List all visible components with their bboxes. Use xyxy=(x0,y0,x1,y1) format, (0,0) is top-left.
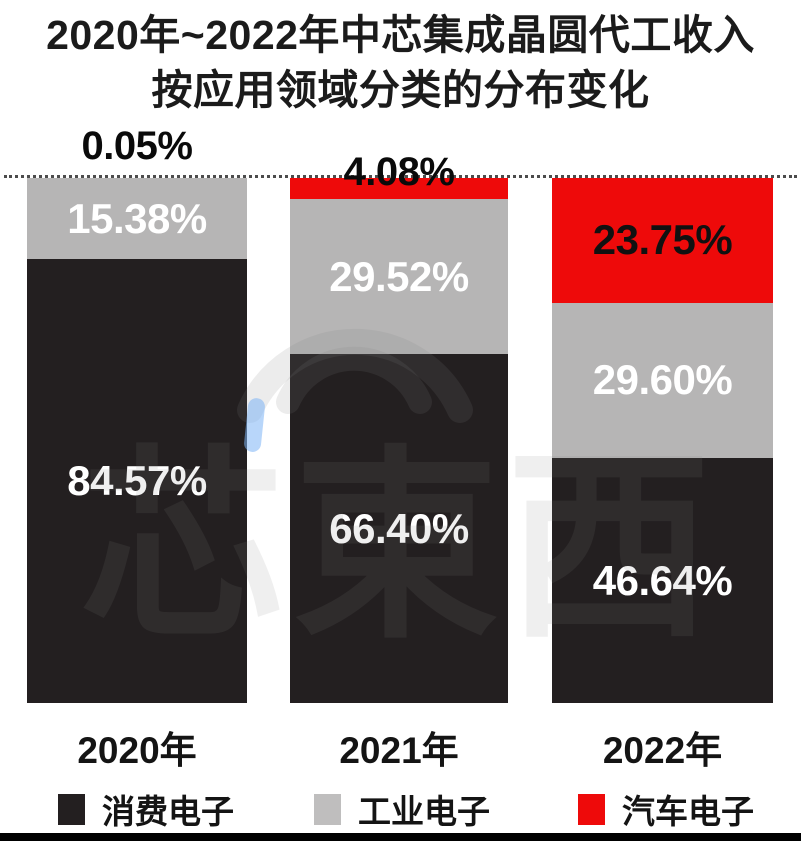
legend-swatch-industrial xyxy=(314,793,341,825)
segment-automotive-2021 xyxy=(290,178,508,200)
value-label-consumer-2021: 66.40% xyxy=(329,504,469,552)
legend-label-automotive: 汽车电子 xyxy=(622,793,754,830)
legend-item-automotive: 汽车电子 xyxy=(578,792,754,830)
value-label-consumer-2022: 46.64% xyxy=(592,556,733,604)
bottom-border xyxy=(0,833,801,841)
value-label-industrial-2022: 29.60% xyxy=(592,356,733,404)
legend-swatch-automotive xyxy=(578,793,605,825)
chart-title-line-2: 按应用领域分类的分布变化 xyxy=(151,67,650,113)
bars-area: 15.38% 84.57% 29.52% 66.40% 23.75% 29.60% 46.6… xyxy=(0,178,801,703)
x-label-2021: 2021年 xyxy=(339,730,459,771)
chart-title-line-1: 2020年~2022年中芯集成晶圆代工收入 xyxy=(46,12,755,58)
value-label-automotive-2021: 4.08% xyxy=(343,150,455,194)
legend: 消费电子 工业电子 汽车电子 xyxy=(0,792,801,830)
segment-automotive-2022: 23.75% xyxy=(552,178,773,303)
segment-industrial-2020: 15.38% xyxy=(27,178,247,260)
legend-label-consumer: 消费电子 xyxy=(102,793,234,830)
chart-title: 2020年~2022年中芯集成晶圆代工收入 按应用领域分类的分布变化 xyxy=(0,8,801,118)
legend-label-industrial: 工业电子 xyxy=(358,793,490,830)
value-label-automotive-2022: 23.75% xyxy=(592,216,733,264)
segment-consumer-2021: 66.40% xyxy=(290,354,508,703)
value-label-consumer-2020: 84.57% xyxy=(67,457,207,504)
value-label-industrial-2020: 15.38% xyxy=(67,194,207,242)
legend-item-industrial: 工业电子 xyxy=(314,792,490,830)
segment-consumer-2022: 46.64% xyxy=(552,458,773,703)
bar-column-2020: 15.38% 84.57% xyxy=(27,178,247,703)
value-label-industrial-2021: 29.52% xyxy=(329,252,469,300)
value-label-automotive-2020: 0.05% xyxy=(81,124,193,168)
gridline-100-percent xyxy=(4,175,797,178)
segment-consumer-2020: 84.57% xyxy=(27,259,247,703)
bar-column-2022: 23.75% 29.60% 46.64% xyxy=(552,178,773,703)
legend-item-consumer: 消费电子 xyxy=(58,792,234,830)
segment-industrial-2022: 29.60% xyxy=(552,302,773,459)
bar-column-2021: 29.52% 66.40% xyxy=(290,178,508,703)
x-axis-labels: 2020年 2021年 2022年 xyxy=(0,720,801,771)
x-label-2020: 2020年 xyxy=(77,730,197,771)
x-label-2022: 2022年 xyxy=(602,730,723,771)
legend-swatch-consumer xyxy=(58,793,85,825)
segment-industrial-2021: 29.52% xyxy=(290,199,508,355)
